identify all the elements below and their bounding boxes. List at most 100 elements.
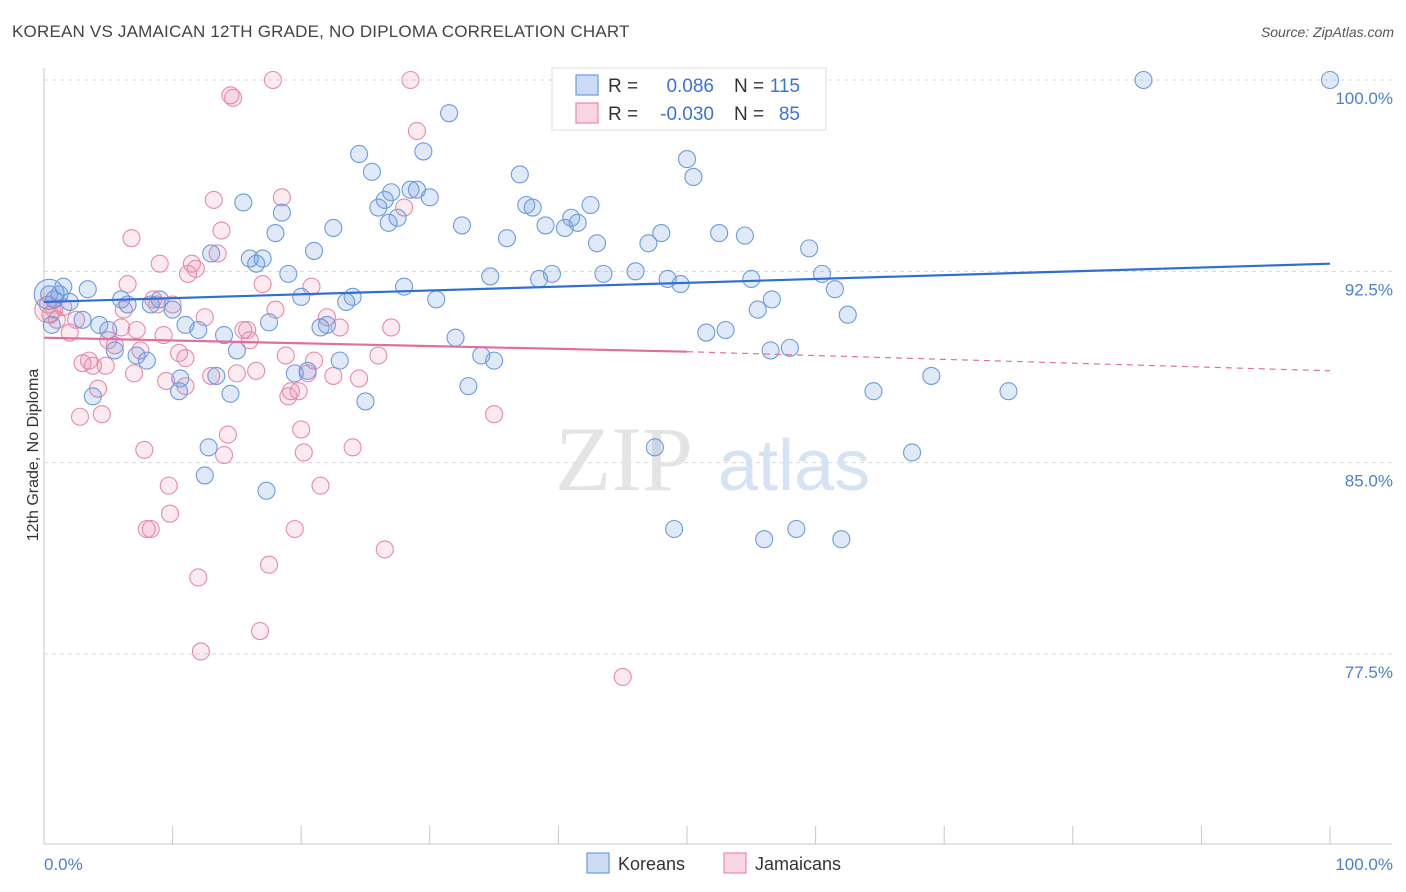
korean-point [195, 466, 214, 485]
jamaican-trend-line [43, 336, 688, 353]
korean-point [581, 195, 600, 215]
jamaican-point [240, 331, 259, 350]
korean-point [375, 190, 394, 209]
jamaican-point [294, 443, 313, 462]
y-tick-label: 100.0% [1335, 89, 1393, 108]
korean-point [105, 341, 124, 360]
korean-point [716, 320, 735, 340]
watermark: ZIP atlas [555, 408, 870, 510]
korean-point [83, 387, 102, 406]
jamaican-point [369, 346, 388, 365]
korean-point [523, 198, 542, 217]
korean-point [825, 280, 844, 299]
korean-point [42, 315, 61, 334]
jamaican-point [247, 361, 266, 380]
korean-point [748, 300, 767, 319]
jamaican-point [395, 198, 414, 217]
korean-point [999, 382, 1018, 401]
korean-point [459, 377, 478, 396]
jamaican-point [127, 320, 146, 340]
jamaican-point [401, 70, 420, 90]
korean-point [761, 341, 780, 360]
korean-point [800, 239, 819, 258]
jamaican-point [281, 382, 300, 401]
jamaican-point [96, 356, 115, 375]
korean-point [199, 438, 218, 457]
korean-point [446, 328, 465, 347]
y-tick-label: 92.5% [1345, 280, 1393, 299]
korean-point [420, 188, 439, 207]
y-axis-label: 12th Grade, No Diploma [25, 369, 42, 542]
jamaican-point [186, 259, 205, 278]
korean-point [171, 369, 190, 388]
korean-point [221, 384, 240, 403]
korean-point [227, 341, 246, 360]
chart-title: KOREAN VS JAMAICAN 12TH GRADE, NO DIPLOM… [12, 22, 630, 41]
jamaican-point [227, 364, 246, 383]
korean-point [253, 249, 272, 268]
korean-point [395, 277, 414, 296]
legend-r-label-koreans: R = [608, 76, 638, 97]
trend-lines [43, 262, 1331, 372]
korean-point [440, 104, 459, 123]
x-tick-label-max: 100.0% [1335, 855, 1393, 874]
korean-point [587, 234, 607, 253]
jamaican-point [214, 445, 234, 465]
korean-point [838, 305, 857, 324]
korean-point [742, 269, 761, 289]
korean-point [568, 213, 587, 232]
korean-point [697, 323, 716, 342]
korean-point [202, 244, 221, 263]
korean-point [510, 165, 529, 184]
jamaican-point [204, 190, 223, 209]
korean-point [207, 366, 226, 385]
jamaican-points [34, 70, 632, 687]
korean-point [214, 326, 234, 345]
korean-point [141, 295, 160, 314]
korean-point [684, 167, 703, 186]
jamaican-point [135, 440, 154, 459]
korean-point [481, 267, 500, 286]
korean-point [279, 264, 298, 283]
jamaican-point [212, 221, 231, 240]
jamaican-point [263, 70, 282, 90]
jamaican-point [272, 188, 291, 207]
korean-point [864, 382, 883, 401]
korean-point [257, 481, 276, 500]
jamaican-point [343, 438, 362, 457]
korean-point [710, 224, 729, 243]
jamaican-point [276, 346, 295, 365]
tick-labels: 77.5% 85.0% 92.5% 100.0% 0.0% 100.0% [44, 89, 1393, 874]
jamaican-point [137, 519, 156, 539]
korean-point [99, 320, 118, 340]
jamaican-point [289, 382, 308, 401]
jamaican-point [124, 364, 144, 383]
korean-point [652, 224, 671, 243]
jamaican-point [92, 405, 111, 424]
legend-r-value-jamaicans: -0.030 [660, 104, 714, 125]
jamaican-point [253, 275, 272, 294]
jamaican-point [292, 420, 311, 439]
jamaican-trend-extension [686, 351, 1331, 372]
jamaican-point [238, 320, 257, 340]
jamaican-point [234, 320, 253, 340]
jamaican-point [285, 519, 304, 539]
jamaican-point [157, 371, 176, 391]
jamaican-point [485, 405, 504, 424]
jamaican-point [382, 318, 401, 337]
y-tick-label: 77.5% [1345, 663, 1393, 682]
jamaican-point [189, 568, 208, 587]
series-legend-swatch-jamaicans [723, 852, 747, 874]
korean-point [234, 193, 253, 212]
jamaican-point [122, 229, 141, 248]
korean-point [356, 392, 375, 411]
korean-point [189, 320, 208, 340]
korean-point [266, 224, 285, 243]
jamaican-point [83, 356, 102, 375]
jamaican-point [176, 349, 195, 368]
korean-point [922, 366, 941, 385]
legend-n-label-jamaicans: N = [734, 104, 764, 125]
korean-point [414, 142, 433, 161]
x-tick-label-min: 0.0% [44, 855, 83, 874]
